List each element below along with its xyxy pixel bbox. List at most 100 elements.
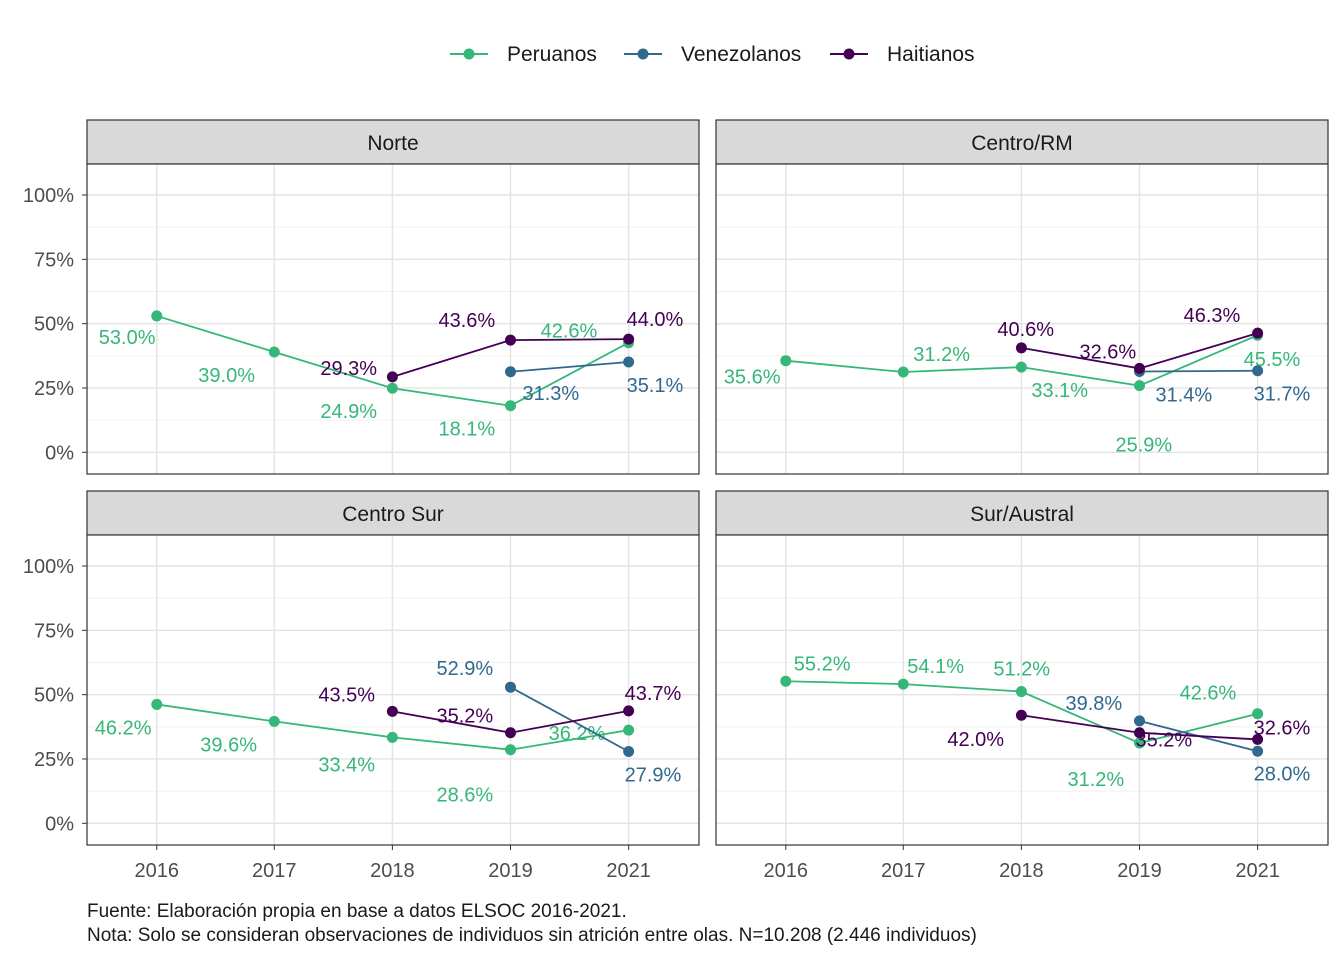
data-point-peruanos — [623, 724, 635, 736]
data-label-peruanos: 36.2% — [549, 723, 606, 745]
data-point-venezolanos — [1134, 715, 1146, 727]
panel-border — [715, 163, 1329, 475]
data-point-haitianos — [623, 333, 635, 345]
legend-label-peruanos: Peruanos — [507, 43, 597, 66]
data-label-peruanos: 45.5% — [1244, 349, 1301, 371]
x-tick-label: 2018 — [999, 860, 1044, 882]
panel-centro-rm: Centro/RM 35.6% 31.2% 33.1% 25.9% 45.5% 31.4% 3… — [715, 119, 1329, 475]
data-point-peruanos — [268, 346, 280, 358]
data-point-haitianos — [623, 705, 635, 717]
data-point-haitianos — [1252, 327, 1264, 339]
data-point-peruanos — [897, 366, 909, 378]
data-label-venezolanos: 31.7% — [1254, 384, 1311, 406]
panel-title-centro-sur: Centro Sur — [342, 503, 444, 526]
caption: Fuente: Elaboración propia en base a dat… — [87, 901, 977, 946]
legend-key-point-haitianos — [843, 48, 855, 60]
x-tick-label: 2017 — [881, 860, 926, 882]
data-point-haitianos — [1134, 362, 1146, 374]
x-tick-label: 2021 — [1235, 860, 1280, 882]
data-label-peruanos: 46.2% — [95, 717, 152, 739]
data-point-venezolanos — [623, 746, 635, 758]
data-label-peruanos: 54.1% — [907, 656, 964, 678]
panel-strip-sur-austral — [715, 490, 1329, 536]
panel-border — [715, 534, 1329, 846]
data-label-peruanos: 18.1% — [439, 419, 496, 441]
data-point-peruanos — [268, 715, 280, 727]
caption-source: Fuente: Elaboración propia en base a dat… — [87, 901, 627, 922]
data-point-peruanos — [505, 400, 517, 412]
x-tick-label: 2019 — [488, 860, 533, 882]
data-point-peruanos — [1134, 737, 1146, 749]
panel-centro-sur: Centro Sur 0% 25% 50% 75% 100% 2016 2017 2018 201… — [23, 490, 700, 882]
data-point-haitianos — [505, 727, 517, 739]
data-label-peruanos: 53.0% — [99, 327, 156, 349]
data-point-peruanos — [386, 731, 398, 743]
data-label-venezolanos: 27.9% — [625, 765, 682, 787]
series-line-venezolanos — [1139, 369, 1258, 373]
data-point-haitianos — [386, 705, 398, 717]
y-tick-label: 100% — [23, 185, 74, 207]
data-point-venezolanos — [505, 681, 517, 693]
data-label-venezolanos: 28.0% — [1254, 763, 1311, 785]
caption-note: Nota: Solo se consideran observaciones d… — [87, 925, 977, 946]
y-tick-label: 0% — [45, 813, 74, 835]
panel-strip-norte — [86, 119, 700, 165]
data-label-venezolanos: 39.8% — [1066, 693, 1123, 715]
data-label-haitianos: 44.0% — [627, 309, 684, 331]
data-label-peruanos: 55.2% — [794, 653, 851, 675]
data-label-venezolanos: 31.3% — [523, 383, 580, 405]
data-point-venezolanos — [1252, 365, 1264, 377]
data-label-peruanos: 42.6% — [541, 321, 598, 343]
y-tick-label: 25% — [34, 378, 74, 400]
data-point-peruanos — [1015, 686, 1027, 698]
data-point-haitianos — [1252, 733, 1264, 745]
data-point-haitianos — [1015, 342, 1027, 354]
legend-key-point-venezolanos — [637, 48, 649, 60]
data-label-peruanos: 31.2% — [913, 344, 970, 366]
data-point-haitianos — [1015, 709, 1027, 721]
data-point-peruanos — [780, 675, 792, 687]
data-label-peruanos: 31.2% — [1068, 769, 1125, 791]
data-label-peruanos: 39.0% — [198, 365, 255, 387]
data-label-haitianos: 32.6% — [1254, 717, 1311, 739]
data-label-venezolanos: 52.9% — [437, 658, 494, 680]
data-label-peruanos: 42.6% — [1180, 683, 1237, 705]
data-label-peruanos: 24.9% — [320, 401, 377, 423]
series-line-venezolanos — [510, 361, 629, 373]
panel-title-norte: Norte — [367, 132, 418, 155]
data-label-peruanos: 33.1% — [1031, 380, 1088, 402]
data-point-venezolanos — [623, 356, 635, 368]
data-label-haitianos: 35.2% — [1136, 730, 1193, 752]
data-point-peruanos — [151, 310, 163, 322]
panel-strip-centro-rm — [715, 119, 1329, 165]
data-label-haitianos: 32.6% — [1080, 341, 1137, 363]
data-point-venezolanos — [1252, 745, 1264, 757]
x-tick-label: 2016 — [764, 860, 809, 882]
data-point-peruanos — [505, 744, 517, 756]
legend-label-haitianos: Haitianos — [887, 43, 975, 66]
data-label-haitianos: 40.6% — [997, 319, 1054, 341]
data-label-peruanos: 28.6% — [437, 785, 494, 807]
panel-norte: Norte 0% 25% 50% 75% 100% 53.0% 39.0% 24.9% 18.1%… — [23, 119, 700, 475]
x-tick-label: 2017 — [252, 860, 297, 882]
data-point-haitianos — [1134, 727, 1146, 739]
y-tick-label: 75% — [34, 249, 74, 271]
data-label-peruanos: 39.6% — [200, 734, 257, 756]
data-point-peruanos — [897, 678, 909, 690]
data-label-haitianos: 46.3% — [1184, 305, 1241, 327]
data-label-haitianos: 42.0% — [947, 729, 1004, 751]
y-tick-label: 25% — [34, 749, 74, 771]
y-tick-label: 75% — [34, 620, 74, 642]
x-tick-label: 2016 — [135, 860, 180, 882]
data-label-haitianos: 43.7% — [625, 683, 682, 705]
data-label-haitianos: 43.5% — [318, 684, 375, 706]
data-point-peruanos — [151, 698, 163, 710]
data-label-peruanos: 35.6% — [724, 367, 781, 389]
data-label-peruanos: 25.9% — [1116, 435, 1173, 457]
data-label-peruanos: 51.2% — [993, 659, 1050, 681]
data-point-peruanos — [1252, 708, 1264, 720]
legend: Peruanos Venezolanos Haitianos — [450, 43, 975, 66]
data-point-peruanos — [1134, 380, 1146, 392]
x-tick-label: 2018 — [370, 860, 415, 882]
